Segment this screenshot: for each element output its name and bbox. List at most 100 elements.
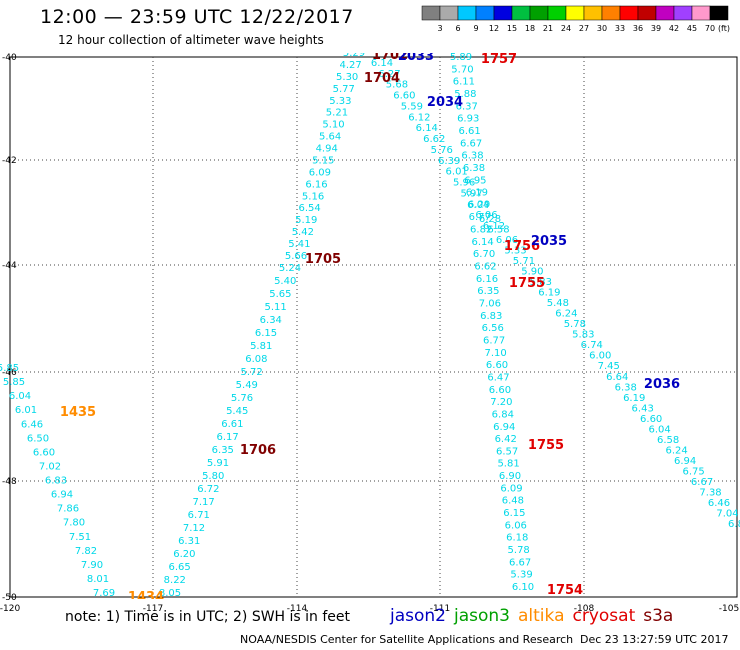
satellite-legend-cryosat: cryosat (572, 606, 636, 626)
wave-height-value: 6.06 (475, 210, 497, 221)
wave-height-value: 5.70 (451, 64, 473, 75)
pass-time-label: 2034 (427, 95, 463, 110)
wave-height-value: 5.11 (264, 302, 286, 313)
colorbar-tick: 39 (651, 24, 661, 33)
wave-height-value: 6.12 (408, 112, 430, 123)
colorbar-swatch (619, 5, 639, 21)
wave-height-value: 6.17 (216, 432, 238, 443)
wave-height-value: 5.76 (231, 393, 253, 404)
wave-height-value: 6.94 (51, 490, 73, 501)
wave-height-value: 6.24 (555, 309, 577, 320)
wave-height-value: 8.01 (87, 574, 109, 585)
wave-height-value: 5.90 (521, 267, 543, 278)
wave-height-value: 6.46 (708, 498, 730, 509)
wave-height-value: 6.57 (496, 446, 518, 457)
colorbar-tick: 36 (633, 24, 643, 33)
wave-height-value: 6.15 (503, 508, 525, 519)
wave-height-value: 6.08 (245, 354, 267, 365)
wave-height-value: 6.19 (466, 188, 488, 199)
colorbar-swatch (457, 5, 477, 21)
colorbar-swatch (529, 5, 549, 21)
wave-height-value: 6.72 (197, 484, 219, 495)
wave-height-value: 5.91 (207, 458, 229, 469)
colorbar-tick: 45 (687, 24, 697, 33)
lon-tick-label: -114 (287, 604, 308, 614)
wave-height-value: 5.59 (401, 101, 423, 112)
pass-time-label: 1702 (372, 48, 408, 63)
colorbar-swatch (637, 5, 657, 21)
wave-height-value: 8.05 (159, 588, 181, 599)
pass-time-label: 1755 (528, 438, 564, 453)
wave-height-value: 6.06 (496, 235, 518, 246)
satellite-legend: jason2 jason3 altika cryosat s3a (390, 606, 681, 626)
wave-height-value: 6.77 (469, 212, 491, 223)
lon-tick-label: -108 (574, 604, 595, 614)
wave-height-value: 5.29 (343, 48, 365, 59)
wave-height-value: 6.14 (371, 58, 393, 69)
wave-height-value: 5.97 (460, 188, 482, 199)
wave-height-value: 7.80 (63, 518, 85, 529)
wave-height-value: 5.71 (513, 256, 535, 267)
wave-height-value: 6.31 (178, 536, 200, 547)
wave-height-value: 4.94 (316, 144, 338, 155)
wave-height-value: 7.82 (75, 546, 97, 557)
page-subtitle: 12 hour collection of altimeter wave hei… (58, 33, 324, 47)
wave-height-value: 6.83 (480, 311, 502, 322)
lon-tick-label: -111 (430, 604, 450, 614)
colorbar-tick: 18 (525, 24, 535, 33)
pass-time-label: 1434 (128, 590, 164, 605)
lat-tick-label: -40 (2, 53, 17, 63)
track-layer: 5.85 5.85 6.04 6.01 6.46 6.50 6.60 7.02 6.83 6.94… (0, 48, 740, 605)
wave-height-value: 6.54 (299, 203, 321, 214)
credit-line: NOAA/NESDIS Center for Satellite Applica… (240, 633, 574, 646)
colorbar-tick: 9 (473, 24, 478, 33)
wave-height-value: 6.38 (615, 382, 637, 393)
wave-height-value: 7.12 (183, 523, 205, 534)
wave-height-value: 5.88 (454, 89, 476, 100)
wave-height-value: 6.47 (487, 372, 509, 383)
wave-height-value: 6.93 (457, 114, 479, 125)
lon-tick-label: -105 (719, 604, 739, 614)
wave-height-value: 6.48 (502, 496, 524, 507)
wave-height-value: 6.18 (506, 533, 528, 544)
wave-height-value: 6.83 (45, 476, 67, 487)
wave-height-value: 6.06 (505, 520, 527, 531)
pass-time-label: 1756 (504, 239, 540, 254)
footer-note: note: 1) Time is in UTC; 2) SWH is in fe… (65, 609, 351, 625)
colorbar-swatch (547, 5, 567, 21)
lat-tick-label: -50 (2, 593, 17, 603)
pass-time-label: 1757 (481, 52, 517, 67)
wave-height-value: 6.58 (657, 435, 679, 446)
wave-height-value: 6.60 (640, 414, 662, 425)
wave-height-value: 6.14 (416, 123, 438, 134)
wave-height-value: 6.64 (606, 372, 628, 383)
wave-height-value: 5.33 (504, 246, 526, 257)
wave-height-value: 6.67 (691, 477, 713, 488)
colorbar-swatch (655, 5, 675, 21)
colorbar-tick: 15 (507, 24, 517, 33)
wave-height-value: 6.67 (509, 557, 531, 568)
colorbar-swatch (709, 5, 729, 21)
wave-height-value: 5.85 (0, 363, 19, 374)
wave-height-value: 6.27 (378, 69, 400, 80)
wave-height-value: 6.39 (438, 156, 460, 167)
wave-height-value: 5.72 (240, 367, 262, 378)
colorbar-tick: 27 (579, 24, 589, 33)
lat-tick-label: -44 (2, 261, 17, 271)
wave-height-value: 5.10 (322, 120, 344, 131)
wave-height-value: 6.34 (260, 315, 282, 326)
wave-height-value: 7.02 (39, 461, 61, 472)
wave-height-value: 6.94 (674, 456, 696, 467)
page-title: 12:00 — 23:59 UTC 12/22/2017 (40, 6, 354, 28)
pass-time-label: 1706 (240, 443, 276, 458)
wave-height-value: 6.28 (479, 214, 501, 225)
wave-height-value: 5.16 (302, 191, 324, 202)
satellite-legend-jason2: jason2 (390, 606, 446, 626)
wave-height-value: 6.77 (483, 335, 505, 346)
wave-height-value: 6.60 (486, 360, 508, 371)
wave-height-value: 5.76 (431, 145, 453, 156)
wave-height-value: 5.81 (250, 341, 272, 352)
wave-height-value: 6.50 (27, 433, 49, 444)
wave-height-value: 5.48 (547, 298, 569, 309)
